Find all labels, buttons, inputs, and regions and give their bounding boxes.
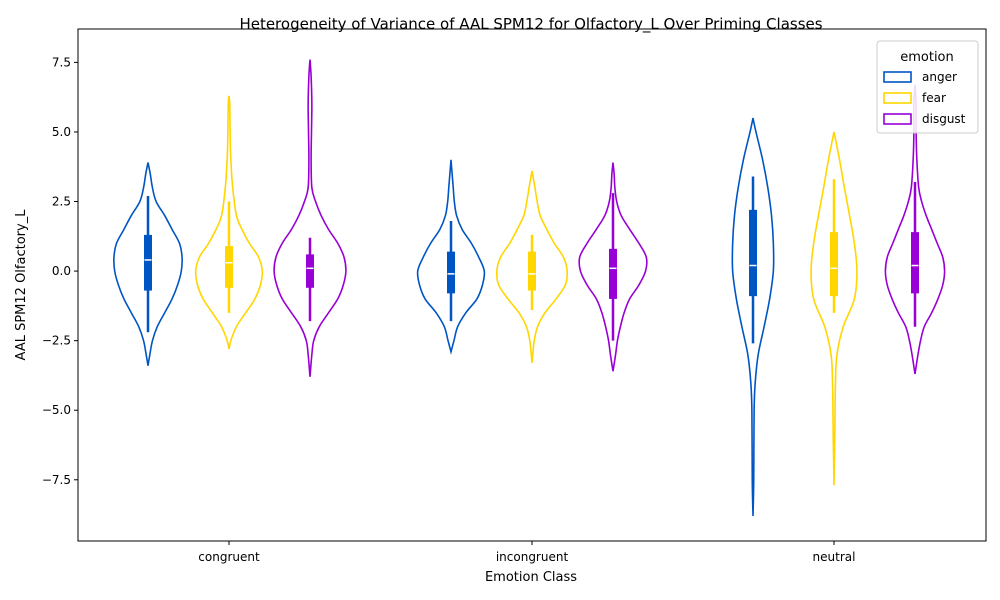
legend-title: emotion: [900, 50, 954, 65]
y-tick-label: 7.5: [52, 55, 71, 69]
violin-iqr-box: [144, 234, 152, 291]
legend-label-disgust: disgust: [922, 112, 966, 126]
legend-swatch-anger: [883, 71, 912, 83]
chart-title: Heterogeneity of Variance of AAL SPM12 f…: [239, 15, 822, 34]
violin-disgust: [578, 162, 648, 372]
x-tick-label: incongruent: [496, 550, 569, 564]
y-axis: −7.5 −5.0 −2.5 0.0 2.5 5.0 7.5: [42, 55, 78, 487]
violin-iqr-box: [749, 209, 757, 297]
legend-swatch-disgust: [883, 113, 912, 125]
y-tick-label: 0.0: [52, 264, 71, 278]
y-tick-label: −5.0: [42, 403, 71, 417]
x-tick-label: congruent: [198, 550, 260, 564]
violin-anger: [731, 117, 775, 516]
violin-fear: [194, 95, 264, 350]
violin-iqr-box: [306, 254, 314, 288]
plot-area: [113, 59, 946, 516]
violin-iqr-box: [609, 248, 617, 299]
violin-iqr-box: [830, 232, 838, 297]
violin-anger: [416, 159, 486, 355]
violin-iqr-box: [447, 251, 455, 294]
x-axis: congruent incongruent neutral: [198, 541, 855, 564]
y-tick-label: −2.5: [42, 334, 71, 348]
legend-label-anger: anger: [922, 70, 957, 84]
violin-iqr-box: [911, 232, 919, 294]
legend-swatch-fear: [883, 92, 912, 104]
legend-frame: [876, 40, 979, 134]
legend: emotion anger fear disgust: [876, 40, 979, 134]
violin-fear: [810, 131, 858, 486]
violin-disgust: [273, 59, 347, 377]
violin-iqr-box: [225, 246, 233, 288]
x-tick-label: neutral: [813, 550, 856, 564]
legend-label-fear: fear: [922, 91, 946, 105]
y-tick-label: 2.5: [52, 195, 71, 209]
violin-fear: [495, 170, 569, 363]
y-tick-label: −7.5: [42, 473, 71, 487]
y-tick-label: 5.0: [52, 125, 71, 139]
violin-anger: [113, 162, 183, 366]
violin-iqr-box: [528, 251, 536, 291]
y-axis-label: AAL SPM12 Olfactory_L: [14, 209, 29, 361]
x-axis-label: Emotion Class: [485, 570, 577, 585]
